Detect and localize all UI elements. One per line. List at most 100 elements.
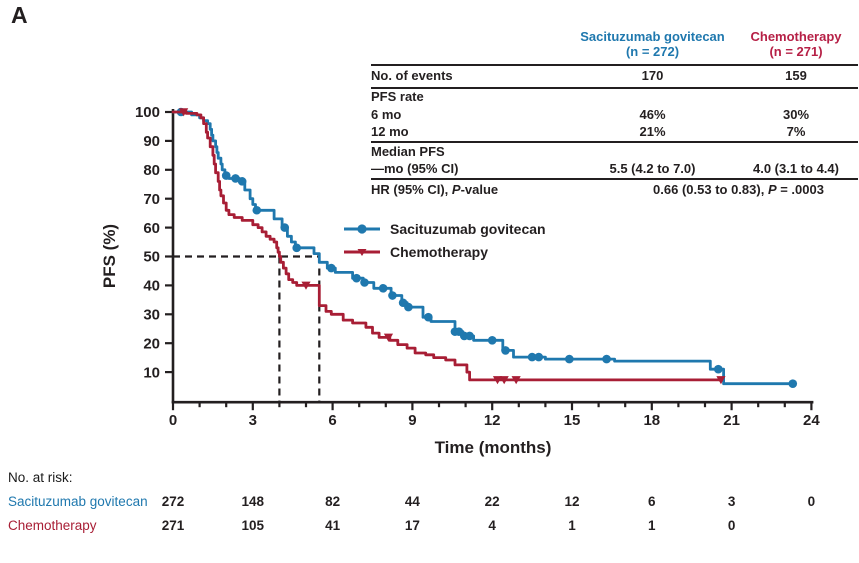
- x-tick-label: 6: [328, 412, 336, 429]
- sg-censor-marker: [424, 312, 433, 322]
- y-tick-label: 60: [143, 220, 160, 237]
- risk-count: 1: [648, 518, 656, 533]
- risk-count: 22: [484, 494, 500, 509]
- risk-count: 272: [161, 494, 185, 509]
- chemo-censor-marker: [499, 376, 509, 385]
- sg-censor-marker: [388, 291, 397, 300]
- chemo-censor-marker: [716, 376, 726, 385]
- hr-value-suffix: = .0003: [776, 182, 824, 197]
- risk-count: 4: [488, 518, 496, 533]
- y-tick-label: 100: [135, 104, 160, 121]
- row-pfs-rate: PFS rate: [371, 89, 858, 107]
- risk-count: 0: [727, 518, 736, 533]
- y-tick-label: 30: [143, 307, 160, 324]
- sg-censor-marker: [352, 273, 361, 283]
- row-6mo-sg-value: 46%: [639, 106, 666, 122]
- row-median-pfs-title: Median PFS: [371, 143, 858, 161]
- row-no-of-events: No. of events 170 159: [371, 66, 858, 89]
- chemo-censor-marker: [492, 376, 503, 385]
- sg-censor-marker: [534, 352, 544, 362]
- row-events-sg-value: 170: [641, 68, 664, 83]
- row-group-pfs-rate: PFS rate 6 mo 46% 30% 12 mo 21% 7%: [371, 89, 858, 143]
- header-sacituzumab-govitecan: Sacituzumab govitecan (n = 272): [571, 29, 734, 64]
- x-axis-title: Time (months): [434, 438, 552, 457]
- risk-count: 105: [241, 518, 265, 533]
- header-sg-name: Sacituzumab govitecan: [580, 29, 725, 44]
- legend-entry-sg: Sacituzumab govitecan: [343, 217, 546, 240]
- sg-censor-marker: [501, 346, 510, 355]
- row-group-median-pfs: Median PFS —mo (95% CI) 5.5 (4.2 to 7.0)…: [371, 143, 858, 180]
- row-6mo: 6 mo 46% 30%: [371, 106, 858, 124]
- x-tick-label: 9: [408, 412, 416, 429]
- row-median-label1: Median PFS: [371, 143, 445, 159]
- row-12mo: 12 mo 21% 7%: [371, 124, 858, 142]
- panel-label: A: [11, 2, 28, 28]
- risk-count: 41: [325, 518, 341, 533]
- y-tick-label: 70: [143, 191, 160, 208]
- sg-censor-marker: [404, 302, 413, 312]
- risk-count: 0: [807, 494, 816, 509]
- row-events-chemo-value: 159: [785, 68, 807, 83]
- row-median-chemo-value: 4.0 (3.1 to 4.4): [753, 161, 839, 176]
- y-tick-label: 20: [143, 335, 160, 352]
- hr-value-p: P: [767, 182, 777, 197]
- header-chemo-n: (n = 271): [769, 43, 823, 59]
- hr-label-suffix: -value: [460, 182, 499, 197]
- risk-count: 6: [648, 494, 656, 509]
- sg-censor-marker: [221, 171, 231, 180]
- sg-censor-marker: [378, 283, 388, 293]
- y-tick-label: 90: [143, 133, 160, 150]
- row-12mo-sg-value: 21%: [639, 124, 666, 139]
- chemo-curve: [171, 110, 723, 382]
- risk-row-label-chemo: Chemotherapy: [8, 518, 97, 533]
- hr-label-prefix: HR (95% CI),: [371, 182, 452, 197]
- risk-count: 3: [727, 494, 736, 509]
- hr-label-p: P: [451, 182, 461, 197]
- x-tick-label: 12: [484, 412, 501, 429]
- sg-censor-marker: [527, 352, 537, 362]
- x-tick-label: 18: [643, 412, 660, 429]
- summary-table-header: Sacituzumab govitecan (n = 272) Chemothe…: [371, 29, 858, 66]
- sg-censor-marker: [714, 364, 723, 374]
- row-hr-label: HR (95% CI), P-value: [371, 182, 571, 198]
- row-median-label2: —mo (95% CI): [371, 161, 459, 176]
- sg-censor-marker: [602, 354, 611, 364]
- row-events-label: No. of events: [371, 68, 453, 83]
- sg-legend-marker-icon: [344, 223, 380, 234]
- sg-censor-marker: [360, 278, 369, 287]
- risk-count: 17: [404, 518, 420, 533]
- legend-sg-label: Sacituzumab govitecan: [390, 220, 546, 237]
- y-tick-label: 80: [143, 162, 160, 179]
- x-tick-label: 24: [803, 412, 820, 429]
- x-tick-label: 3: [249, 412, 257, 429]
- row-hr: HR (95% CI), P-value 0.66 (0.53 to 0.83)…: [371, 180, 858, 201]
- sg-censor-marker: [487, 336, 497, 345]
- legend: Sacituzumab govitecan Chemotherapy: [343, 217, 546, 263]
- sg-censor-marker: [292, 243, 301, 253]
- header-chemotherapy: Chemotherapy (n = 271): [734, 29, 858, 64]
- risk-table-title: No. at risk:: [8, 470, 73, 485]
- chemo-legend-marker-icon: [344, 248, 380, 256]
- sg-censor-marker: [280, 223, 290, 232]
- x-tick-label: 0: [169, 412, 177, 429]
- row-6mo-chemo-value: 30%: [782, 106, 810, 122]
- x-tick-label: 21: [723, 412, 740, 429]
- sg-censor-marker: [788, 379, 798, 388]
- row-pfs-rate-label: PFS rate: [371, 89, 424, 104]
- risk-count: 148: [241, 494, 265, 509]
- sg-censor-marker: [231, 174, 240, 183]
- row-12mo-label: 12 mo: [371, 124, 409, 139]
- sg-censor-marker: [465, 331, 474, 341]
- y-tick-label: 10: [143, 364, 160, 381]
- hr-value-prefix: 0.66 (0.53 to 0.83),: [653, 182, 768, 197]
- chemo-censor-marker: [179, 108, 189, 117]
- row-hr-value: 0.66 (0.53 to 0.83), P = .0003: [571, 182, 858, 198]
- row-median-pfs-values: —mo (95% CI) 5.5 (4.2 to 7.0) 4.0 (3.1 t…: [371, 161, 858, 179]
- sg-censor-marker: [252, 205, 262, 215]
- y-tick-label: 50: [143, 249, 160, 266]
- x-tick-label: 15: [564, 412, 581, 429]
- risk-count: 271: [161, 518, 185, 533]
- header-spacer: [371, 30, 571, 64]
- legend-chemo-label: Chemotherapy: [390, 243, 489, 260]
